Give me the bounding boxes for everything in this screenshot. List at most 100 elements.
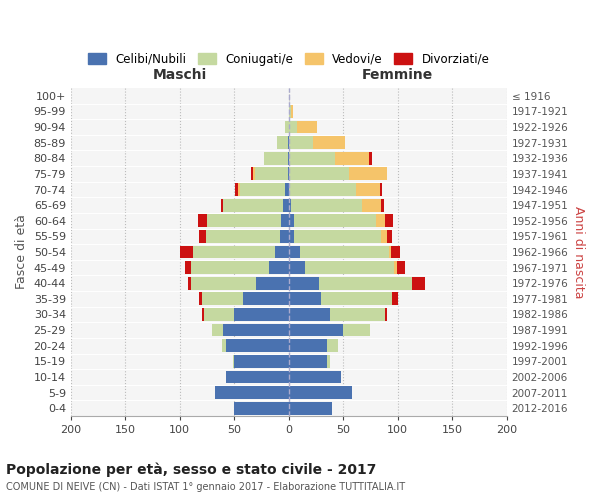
Bar [382,198,383,211]
Bar [212,324,223,336]
Bar [238,183,240,196]
Legend: Celibi/Nubili, Coniugati/e, Vedovi/e, Divorziati/e: Celibi/Nubili, Coniugati/e, Vedovi/e, Di… [83,48,494,70]
Bar [193,246,275,258]
Bar [389,246,391,258]
Bar [327,340,338,352]
Bar [235,183,238,196]
Bar [255,168,287,180]
Bar [380,183,382,196]
Text: Popolazione per età, sesso e stato civile - 2017: Popolazione per età, sesso e stato civil… [6,462,376,477]
Text: COMUNE DI NEIVE (CN) - Dati ISTAT 1° gennaio 2017 - Elaborazione TUTTITALIA.IT: COMUNE DI NEIVE (CN) - Dati ISTAT 1° gen… [6,482,405,492]
Bar [289,261,305,274]
Bar [234,308,289,321]
Bar [234,355,289,368]
Bar [191,277,256,289]
Bar [356,183,380,196]
Bar [223,324,289,336]
Bar [397,261,406,274]
Bar [319,277,412,289]
Text: Femmine: Femmine [362,68,433,82]
Bar [202,292,243,305]
Bar [188,277,191,289]
Bar [289,324,343,336]
Bar [305,261,394,274]
Bar [207,214,281,227]
Bar [283,198,289,211]
Bar [234,402,289,414]
Bar [289,277,319,289]
Bar [263,152,287,164]
Bar [256,277,289,289]
Bar [289,136,313,149]
Bar [289,246,299,258]
Bar [185,261,191,274]
Bar [294,214,376,227]
Bar [289,355,327,368]
Bar [275,246,289,258]
Text: Maschi: Maschi [152,68,207,82]
Bar [289,386,352,399]
Bar [199,230,206,243]
Bar [191,261,269,274]
Bar [362,198,382,211]
Bar [253,168,255,180]
Bar [199,214,207,227]
Bar [281,214,289,227]
Bar [387,230,392,243]
Bar [240,183,286,196]
Bar [289,292,322,305]
Bar [221,198,223,211]
Bar [289,183,356,196]
Bar [391,246,400,258]
Bar [204,308,234,321]
Bar [327,355,330,368]
Bar [289,340,327,352]
Bar [412,277,425,289]
Bar [226,370,289,384]
Bar [289,105,291,118]
Y-axis label: Anni di nascita: Anni di nascita [572,206,585,298]
Bar [289,402,332,414]
Bar [287,136,289,149]
Bar [287,152,289,164]
Bar [277,136,287,149]
Bar [349,168,387,180]
Bar [289,308,330,321]
Bar [394,261,397,274]
Bar [385,308,387,321]
Bar [289,120,298,134]
Bar [392,292,398,305]
Bar [335,152,370,164]
Bar [343,324,370,336]
Bar [280,230,289,243]
Bar [215,386,289,399]
Bar [291,105,293,118]
Bar [382,230,387,243]
Bar [223,198,283,211]
Bar [330,308,385,321]
Bar [289,370,341,384]
Bar [226,340,289,352]
Bar [243,292,289,305]
Bar [289,198,291,211]
Bar [202,308,204,321]
Bar [291,198,362,211]
Bar [289,230,294,243]
Bar [294,230,382,243]
Bar [289,152,335,164]
Bar [206,230,280,243]
Bar [199,292,202,305]
Bar [289,214,294,227]
Bar [289,168,349,180]
Bar [251,168,253,180]
Bar [322,292,392,305]
Bar [287,168,289,180]
Bar [233,355,234,368]
Bar [376,214,385,227]
Bar [313,136,346,149]
Bar [370,152,371,164]
Bar [385,214,394,227]
Bar [222,340,226,352]
Bar [299,246,389,258]
Bar [269,261,289,274]
